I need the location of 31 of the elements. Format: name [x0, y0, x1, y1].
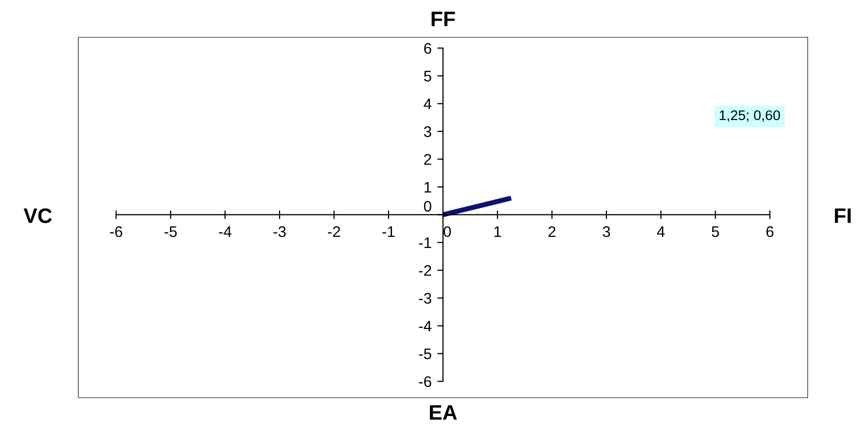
- x-tick-label: -1: [382, 226, 395, 237]
- x-tick-label: 0: [444, 226, 451, 238]
- y-tick-label: 5: [424, 70, 432, 82]
- x-tick-label: 4: [657, 226, 665, 237]
- x-tick-label: -2: [328, 226, 340, 237]
- x-tick-label: 2: [548, 226, 556, 237]
- x-tick-label: -3: [273, 226, 286, 238]
- y-tick-label: -3: [418, 292, 432, 304]
- y-tick-label: 6: [424, 42, 432, 54]
- y-tick-label: 4: [424, 98, 432, 110]
- y-tick-label: -4: [418, 320, 432, 332]
- text: VC: [24, 208, 52, 224]
- text: FI: [834, 208, 851, 223]
- y-tick-label: -6: [418, 376, 432, 388]
- y-tick-label: 1: [424, 182, 432, 192]
- x-tick-label: -4: [218, 226, 232, 237]
- x-tick-label: 6: [766, 226, 774, 238]
- y-tick-label: -5: [418, 348, 432, 360]
- y-tick-label: -1: [418, 238, 432, 248]
- x-tick-label: -6: [110, 226, 122, 238]
- annotation: 1,25; 0,60: [720, 110, 780, 122]
- text: FF: [432, 12, 455, 26]
- y-tick-label: 2: [424, 154, 432, 165]
- y-tick-label: 3: [424, 126, 432, 138]
- x-tick-label: 1: [494, 226, 501, 237]
- x-tick-label: 5: [712, 226, 719, 238]
- x-tick-label: 3: [602, 226, 610, 238]
- y-tick-label: 0: [424, 200, 432, 212]
- y-tick-label: -2: [418, 265, 432, 276]
- x-tick-label: -5: [164, 226, 177, 238]
- text: EA: [430, 405, 457, 420]
